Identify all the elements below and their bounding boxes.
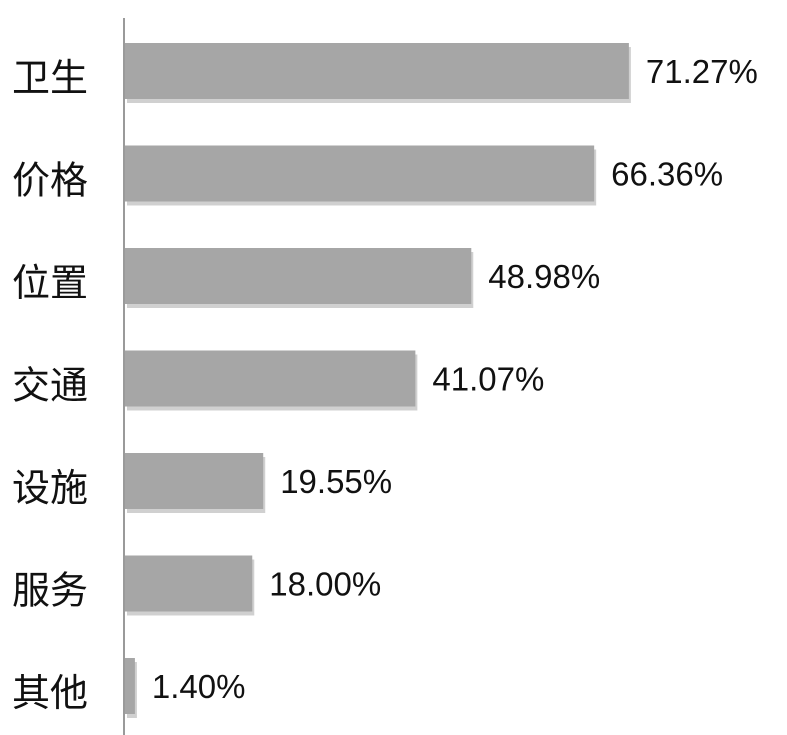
- value-label: 48.98%: [488, 258, 600, 295]
- bar: [125, 350, 416, 407]
- category-label: 卫生: [12, 56, 88, 100]
- bar: [125, 145, 595, 202]
- value-label: 1.40%: [152, 668, 246, 705]
- bar: [125, 43, 629, 99]
- bar: [125, 555, 253, 612]
- bar: [125, 453, 264, 509]
- category-label: 价格: [12, 159, 88, 203]
- category-label: 服务: [12, 569, 88, 613]
- value-label: 71.27%: [646, 53, 758, 90]
- category-label: 设施: [12, 466, 88, 510]
- value-label: 19.55%: [280, 463, 392, 500]
- value-label: 66.36%: [611, 156, 723, 193]
- value-label: 41.07%: [432, 361, 544, 398]
- category-label: 交通: [12, 364, 88, 408]
- value-label: 18.00%: [269, 566, 381, 603]
- category-label: 位置: [12, 261, 88, 305]
- bar: [125, 248, 472, 304]
- bars-group: 卫生 71.27% 价格 66.36% 位置 48.98% 交通 41.07% 设施 19.55%…: [12, 43, 758, 718]
- bar: [125, 658, 135, 714]
- category-label: 其他: [12, 671, 88, 715]
